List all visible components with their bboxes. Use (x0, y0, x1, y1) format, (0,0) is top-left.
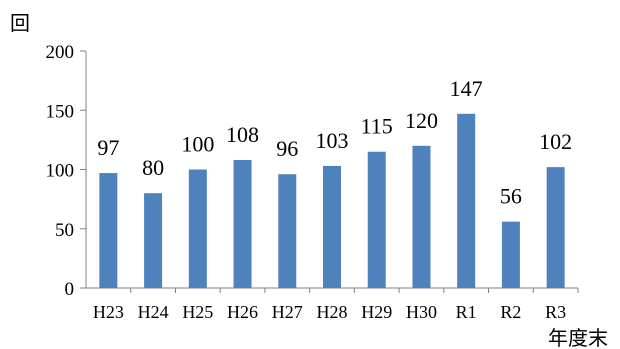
data-label-H28: 103 (316, 128, 349, 153)
data-label-R1: 147 (450, 76, 483, 101)
bars: 97 80 100 108 96 103 115 120 147 56 102 (97, 76, 572, 289)
x-tick-label-H27: H27 (272, 302, 303, 322)
data-label-R2: 56 (500, 184, 522, 209)
x-tick-label-H29: H29 (361, 302, 392, 322)
data-label-H30: 120 (405, 108, 438, 133)
x-tick-label-R1: R1 (456, 302, 477, 322)
x-tick-label-H30: H30 (406, 302, 437, 322)
x-axis-labels: H23 H24 H25 H26 H27 H28 H29 H30 R1 R2 R3 (93, 288, 579, 322)
bar-H26 (233, 160, 252, 288)
bar-H24 (144, 193, 163, 288)
x-axis-unit-label: 年度末 (548, 326, 608, 349)
bar-R1 (457, 113, 476, 289)
y-tick-label: 100 (46, 161, 75, 182)
y-axis-unit-label: 回 (10, 11, 30, 35)
x-tick-label-H24: H24 (138, 302, 169, 322)
bar-H28 (323, 165, 341, 288)
x-tick-label-H26: H26 (227, 302, 258, 322)
data-label-H27: 96 (276, 136, 298, 161)
x-tick-label-H25: H25 (182, 302, 213, 322)
data-label-H26: 108 (226, 122, 259, 147)
x-tick-label-R2: R2 (500, 302, 521, 322)
data-label-H23: 97 (97, 135, 119, 160)
y-axis-ticks: 0 50 100 150 200 (46, 42, 86, 300)
bar-H30 (412, 145, 431, 288)
bar-H23 (99, 173, 118, 288)
bar-H27 (278, 174, 297, 288)
x-tick-label-R3: R3 (545, 302, 566, 322)
data-label-H24: 80 (142, 155, 164, 180)
bar-H29 (367, 151, 386, 288)
bar-R3 (546, 167, 565, 288)
x-tick-label-H28: H28 (317, 302, 348, 322)
y-tick-label: 200 (46, 42, 75, 63)
data-label-H29: 115 (361, 114, 393, 139)
y-tick-label: 150 (46, 101, 75, 122)
data-label-H25: 100 (181, 132, 214, 157)
bar-H25 (188, 169, 207, 288)
bar-R2 (501, 221, 520, 288)
y-tick-label: 50 (55, 220, 74, 241)
y-tick-label: 0 (65, 279, 75, 300)
data-label-R3: 102 (539, 129, 572, 154)
x-tick-label-H23: H23 (93, 302, 124, 322)
